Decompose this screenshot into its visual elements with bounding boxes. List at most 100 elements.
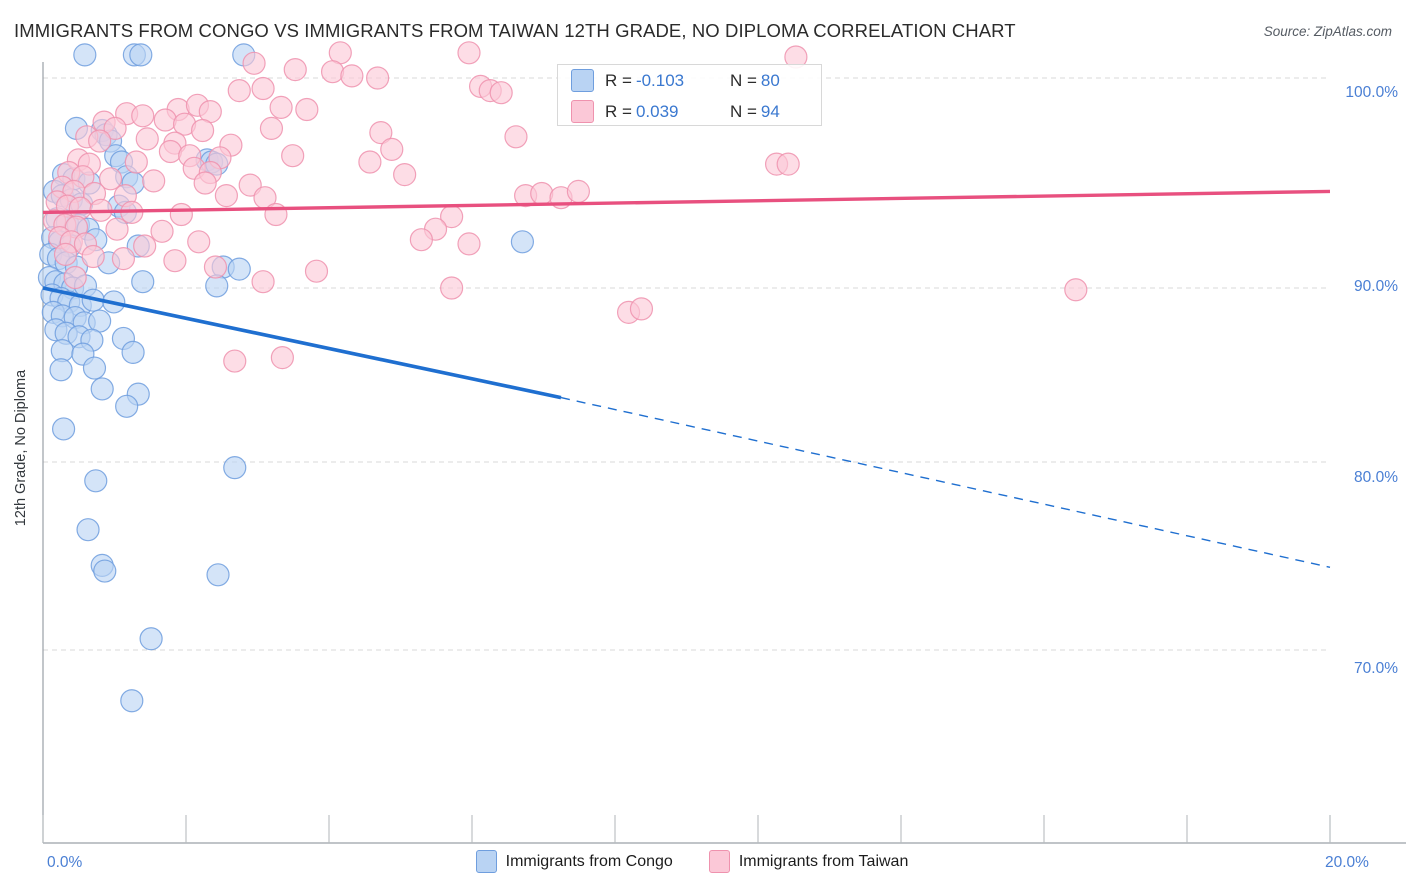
scatter-point [238,173,262,197]
scatter-point [187,230,211,254]
scatter-point [223,349,247,373]
source-attribution: Source: ZipAtlas.com [1263,24,1392,39]
scatter-point [190,118,215,143]
scatter-point [340,64,364,88]
scatter-point [227,257,251,281]
x-tick-label-min: 0.0% [47,854,83,871]
taiwan-r-label: R = [605,101,632,121]
scatter-point [131,104,155,128]
legend-taiwan-label: Immigrants from Taiwan [738,852,909,870]
scatter-point [251,76,275,101]
scatter-point [251,270,275,294]
scatter-point [504,125,528,149]
legend-congo-label: Immigrants from Congo [505,852,673,870]
scatter-point [259,116,284,140]
y-tick-label-70: 70.0% [1354,660,1398,677]
y-tick-label-90: 90.0% [1354,278,1398,295]
scatter-point [98,167,123,191]
scatter-point [457,41,481,65]
taiwan-n-label: N = [729,101,757,121]
scatter-point [1064,278,1088,302]
scatter-point [63,265,87,290]
scatter-point [295,97,319,122]
scatter-point [776,152,800,176]
scatter-point [142,169,166,193]
scatter-point [111,247,136,271]
scatter-point [153,108,177,132]
scatter-point [629,297,654,321]
scatter-point [68,196,92,220]
legend-congo-swatch-icon [475,850,497,873]
scatter-point [73,43,97,67]
congo-r-value: -0.103 [635,70,685,90]
page-title: IMMIGRANTS FROM CONGO VS IMMIGRANTS FROM… [14,20,1016,41]
scatter-point [82,356,107,380]
legend-taiwan-swatch-icon [708,850,730,873]
congo-n-value: 80 [760,70,780,90]
stats-row-congo: R = -0.103 N = 80 [558,65,821,96]
scatter-point [223,456,247,480]
congo-r-label: R = [605,70,632,90]
scatter-point [566,179,590,203]
scatter-point [203,255,228,279]
scatter-point [163,249,187,273]
scatter-point [81,244,105,269]
y-axis-title: 12th Grade, No Diploma [13,369,29,527]
chart-legend: Immigrants from Congo Immigrants from Ta… [0,850,1406,873]
congo-n-label: N = [729,70,757,90]
plot-background [43,62,1330,843]
taiwan-r-value: 0.039 [635,101,679,121]
scatter-point [530,181,554,206]
scatter-point [227,78,251,103]
scatter-point [369,121,393,145]
scatter-point [320,60,345,84]
scatter-point [131,270,155,294]
scatter-point [150,219,174,243]
x-tick-label-max: 20.0% [1325,854,1369,871]
scatter-point [169,202,193,227]
scatter-point [105,217,129,241]
scatter-point [270,346,294,370]
scatter-point [129,43,153,67]
scatter-point [281,144,305,168]
y-tick-label-100: 100.0% [1345,84,1398,101]
trendline-taiwan [42,189,1331,215]
scatter-point [139,627,163,651]
scatter-point [393,163,417,187]
scatter-point [214,184,238,208]
scatter-point [88,129,112,153]
taiwan-n-value: 94 [760,101,780,121]
scatter-point [380,137,404,161]
scatter-point [93,559,117,583]
legend-item-taiwan[interactable]: Immigrants from Taiwan [708,850,909,873]
scatter-point [206,563,230,587]
scatter-point [49,358,73,382]
scatter-point [84,469,108,493]
scatter-point [121,340,145,364]
scatter-point [51,417,76,441]
scatter-point [242,51,266,75]
scatter-point [76,518,100,542]
scatter-point [489,81,513,105]
correlation-stats-box: R = -0.103 N = 80 R = 0.039 N = 94 [557,64,822,126]
scatter-point [158,139,183,164]
scatter-point [103,116,127,140]
scatter-point [53,242,78,266]
legend-item-congo[interactable]: Immigrants from Congo [475,850,673,873]
y-tick-label-80: 80.0% [1354,469,1398,486]
scatter-point [358,150,382,174]
scatter-point [133,234,157,258]
scatter-point [366,66,390,90]
scatter-point [124,150,148,174]
scatter-point [193,171,217,195]
scatter-point [135,127,159,151]
scatter-point [409,228,433,252]
scatter-point [120,689,144,713]
congo-swatch-icon [571,69,594,92]
trendline-congo-solid [42,286,562,400]
stats-row-taiwan: R = 0.039 N = 94 [558,96,821,127]
scatter-point [283,57,307,82]
scatter-point [440,276,464,300]
